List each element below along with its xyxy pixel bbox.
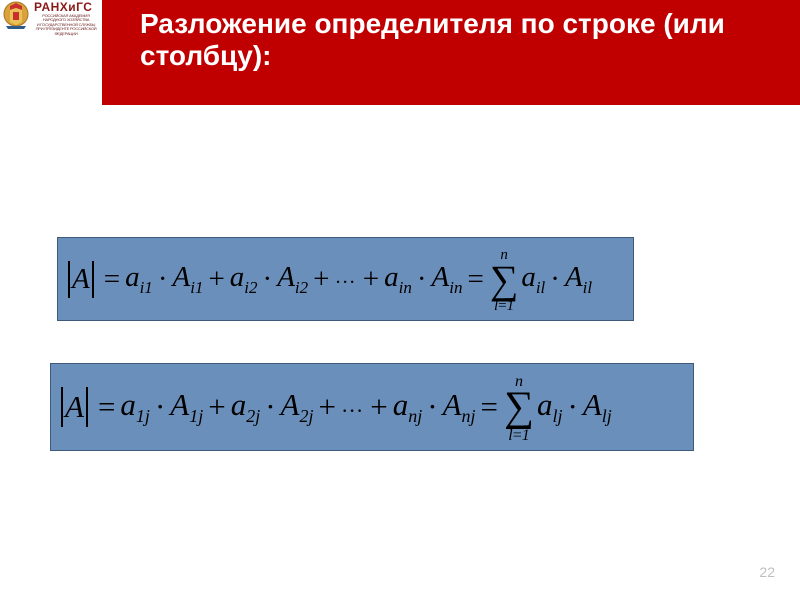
formula-column-expansion: A=a1j·A1j+a2j·A2j+...+anj·Anj=n∑l=1alj·A… — [50, 363, 694, 451]
logo-sub-3: ПРИ ПРЕЗИДЕНТЕ РОССИЙСКОЙ ФЕДЕРАЦИИ — [34, 27, 98, 36]
slide-title-bar: Разложение определителя по строке (или с… — [102, 0, 800, 105]
logo: РАНХиГС РОССИЙСКАЯ АКАДЕМИЯ НАРОДНОГО ХО… — [2, 0, 98, 32]
slide-number: 22 — [759, 564, 775, 580]
formula-row-expansion: A=ai1·Ai1+ai2·Ai2+...+ain·Ain=n∑l=1ail·A… — [57, 237, 634, 321]
logo-main-text: РАНХиГС — [34, 0, 98, 14]
emblem-icon — [2, 0, 30, 30]
slide-title: Разложение определителя по строке (или с… — [140, 8, 800, 72]
